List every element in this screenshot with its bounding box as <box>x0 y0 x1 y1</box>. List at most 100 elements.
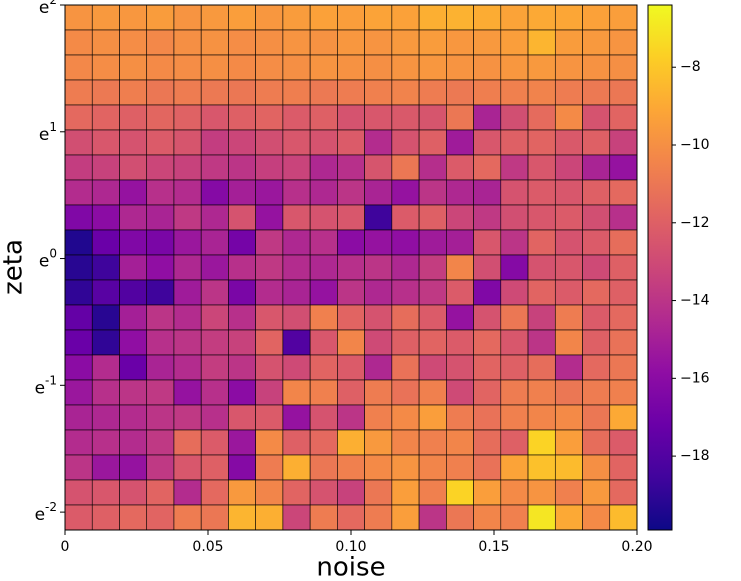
heatmap-cell <box>391 54 420 81</box>
heatmap-cell <box>364 29 393 56</box>
heatmap-cell <box>364 254 393 281</box>
heatmap-cell <box>609 129 638 156</box>
heatmap-cell <box>391 204 420 231</box>
heatmap-cell <box>337 379 365 406</box>
heatmap-cell <box>91 354 120 381</box>
heatmap-cell <box>282 329 311 356</box>
heatmap-cell <box>173 379 202 406</box>
heatmap-cell <box>554 379 583 406</box>
heatmap-cell <box>527 279 556 306</box>
heatmap-cell <box>582 54 611 81</box>
heatmap-cell <box>446 479 474 506</box>
heatmap-cell <box>364 404 393 431</box>
heatmap-cell <box>64 79 93 106</box>
heatmap-cell <box>582 29 611 56</box>
heatmap-cell <box>500 79 529 106</box>
heatmap-cell <box>173 154 202 181</box>
heatmap-cell <box>228 354 256 381</box>
heatmap-cell <box>446 279 474 306</box>
heatmap-cell <box>255 204 284 231</box>
heatmap-cell <box>200 229 229 256</box>
heatmap-cell <box>527 179 556 206</box>
heatmap-cell <box>527 29 556 56</box>
heatmap-cell <box>500 379 529 406</box>
heatmap-cell <box>500 54 529 81</box>
heatmap-cell <box>119 504 148 531</box>
heatmap-cell <box>582 379 611 406</box>
heatmap-cell <box>255 79 284 106</box>
heatmap-cell <box>173 504 202 531</box>
heatmap-cell <box>364 79 393 106</box>
heatmap-cell <box>364 154 393 181</box>
heatmap-cell <box>500 29 529 56</box>
heatmap-cell <box>228 29 256 56</box>
heatmap-cell <box>200 479 229 506</box>
heatmap-cell <box>309 504 338 531</box>
heatmap-cell <box>91 29 120 56</box>
heatmap-cell <box>309 454 338 481</box>
heatmap-cell <box>309 29 338 56</box>
heatmap-cell <box>446 154 474 181</box>
heatmap-cell <box>200 454 229 481</box>
heatmap-cell <box>64 329 93 356</box>
heatmap-cell <box>582 154 611 181</box>
heatmap-cell <box>255 4 284 31</box>
heatmap-cell <box>146 79 175 106</box>
heatmap-cell <box>200 429 229 456</box>
heatmap-cell <box>337 479 365 506</box>
heatmap-cell <box>91 304 120 331</box>
heatmap-cell <box>200 79 229 106</box>
heatmap-cell <box>337 354 365 381</box>
heatmap-cell <box>255 354 284 381</box>
heatmap-cell <box>119 254 148 281</box>
heatmap-cell <box>473 104 502 131</box>
heatmap-cell <box>391 479 420 506</box>
heatmap-cell <box>609 229 638 256</box>
heatmap-cell <box>527 304 556 331</box>
heatmap-cell <box>473 229 502 256</box>
heatmap-cell <box>554 279 583 306</box>
heatmap-cell <box>609 404 638 431</box>
heatmap-cell <box>527 154 556 181</box>
heatmap-cell <box>282 354 311 381</box>
heatmap-cell <box>418 154 447 181</box>
heatmap-cell <box>228 379 256 406</box>
heatmap-cell <box>337 429 365 456</box>
heatmap-cell <box>446 404 474 431</box>
heatmap-cell <box>119 479 148 506</box>
heatmap-cell <box>146 104 175 131</box>
heatmap-cell <box>418 204 447 231</box>
heatmap-cell <box>446 504 474 531</box>
heatmap-cell <box>309 379 338 406</box>
heatmap-cell <box>473 129 502 156</box>
heatmap-cell <box>255 229 284 256</box>
heatmap-cell <box>418 129 447 156</box>
heatmap-cell <box>255 104 284 131</box>
heatmap-cell <box>473 29 502 56</box>
heatmap-cell <box>255 54 284 81</box>
heatmap-cell <box>282 79 311 106</box>
heatmap-cell <box>146 429 175 456</box>
heatmap-cell <box>446 329 474 356</box>
heatmap-cell <box>255 429 284 456</box>
heatmap-cell <box>364 479 393 506</box>
heatmap-cell <box>64 304 93 331</box>
heatmap-cell <box>282 104 311 131</box>
heatmap-cell <box>119 329 148 356</box>
heatmap-cell <box>418 504 447 531</box>
heatmap-cell <box>255 379 284 406</box>
heatmap-cell <box>337 204 365 231</box>
heatmap-cell <box>337 329 365 356</box>
heatmap-cell <box>391 129 420 156</box>
heatmap-cell <box>146 129 175 156</box>
heatmap-cell <box>91 379 120 406</box>
heatmap-cell <box>418 279 447 306</box>
heatmap-cell <box>64 154 93 181</box>
heatmap-cell <box>200 204 229 231</box>
heatmap-cell <box>473 479 502 506</box>
heatmap-cell <box>173 429 202 456</box>
heatmap-cell <box>446 104 474 131</box>
heatmap-cell <box>282 179 311 206</box>
heatmap-cell <box>527 379 556 406</box>
